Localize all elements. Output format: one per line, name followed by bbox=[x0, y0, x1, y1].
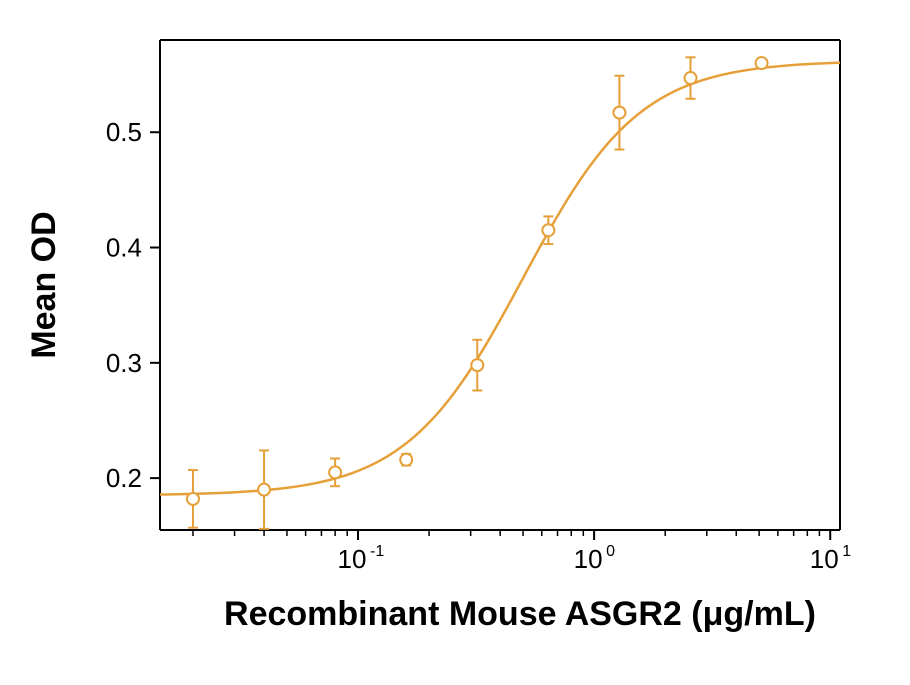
data-point bbox=[187, 493, 199, 505]
y-axis-label: Mean OD bbox=[25, 211, 63, 358]
data-point bbox=[542, 224, 554, 236]
data-point bbox=[756, 57, 768, 69]
svg-text:1: 1 bbox=[842, 543, 851, 560]
x-axis-label: Recombinant Mouse ASGR2 (μg/mL) bbox=[224, 595, 816, 633]
data-point bbox=[258, 484, 270, 496]
svg-text:10: 10 bbox=[810, 544, 839, 574]
y-tick-label: 0.4 bbox=[106, 233, 142, 263]
data-point bbox=[400, 454, 412, 466]
data-point bbox=[613, 107, 625, 119]
svg-text:10: 10 bbox=[574, 544, 603, 574]
chart-container: 0.20.30.40.510-1100101Mean ODRecombinant… bbox=[0, 0, 910, 685]
y-tick-label: 0.5 bbox=[106, 117, 142, 147]
svg-text:0: 0 bbox=[606, 543, 615, 560]
y-tick-label: 0.3 bbox=[106, 348, 142, 378]
data-point bbox=[685, 72, 697, 84]
svg-text:-1: -1 bbox=[370, 543, 384, 560]
data-point bbox=[471, 359, 483, 371]
dose-response-chart: 0.20.30.40.510-1100101Mean ODRecombinant… bbox=[0, 0, 910, 685]
data-point bbox=[329, 466, 341, 478]
svg-text:10: 10 bbox=[338, 544, 367, 574]
y-tick-label: 0.2 bbox=[106, 463, 142, 493]
